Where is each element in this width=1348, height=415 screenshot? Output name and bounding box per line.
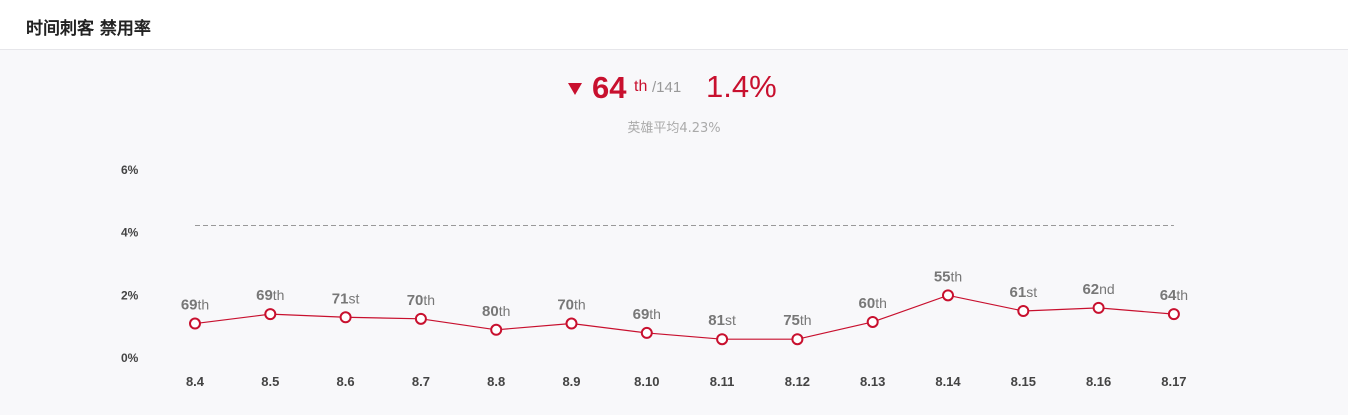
rank-suffix: th [634,78,648,95]
rank-labels: 69th 69th 71st 70th 80th 70th 69th 81st 75th 60th… [181,268,1188,329]
data-point [189,317,201,330]
rank-label: 69th [256,287,284,304]
data-point [1092,301,1105,314]
rank-label: 80th [482,303,510,320]
rank-label: 81st [708,312,736,329]
rank-label: 64th [1160,287,1188,304]
rank-label: 55th [934,268,962,285]
rank-label: 69th [181,297,209,314]
x-tick-label: 8.12 [785,374,810,389]
rank-label: 60th [859,295,887,312]
rank-label: 62nd [1082,281,1114,298]
x-tick-label: 8.15 [1011,374,1036,389]
y-axis-ticks: 0% 2% 4% 6% [121,163,139,365]
rank-total: /141 [652,79,682,96]
x-axis-ticks: 8.4 8.5 8.6 8.7 8.8 8.9 8.10 8.11 8.12 8.13 8.14 8.… [186,374,1187,389]
rank-label: 75th [783,312,811,329]
x-tick-label: 8.16 [1086,374,1111,389]
x-tick-label: 8.8 [487,374,505,389]
average-label: 英雄平均4.23% [627,121,721,136]
rank-label: 71st [332,290,360,307]
x-tick-label: 8.9 [562,374,580,389]
x-tick-label: 8.10 [634,374,659,389]
page-header: 时间刺客 禁用率 [0,0,1348,50]
data-point [640,326,653,339]
x-tick-label: 8.4 [186,374,205,389]
data-point [716,333,729,346]
x-tick-label: 8.7 [412,374,430,389]
y-tick-label: 2% [121,288,139,302]
down-triangle-icon [568,83,582,95]
rank-summary: 64 th /141 1.4% [0,68,1348,108]
data-point [791,333,804,346]
data-point [942,289,954,302]
rank-label: 69th [633,306,661,323]
ban-rate-value: 1.4% [706,69,777,104]
data-point [339,311,352,324]
data-point [414,312,427,325]
rank-label: 70th [557,297,585,314]
data-point [1017,305,1030,317]
x-tick-label: 8.14 [935,374,961,389]
data-point [1167,308,1180,321]
rank-label: 70th [407,292,435,309]
data-point [565,317,578,330]
x-tick-label: 8.11 [710,374,735,389]
data-point [866,315,879,328]
rank-number: 64 [592,70,627,105]
y-tick-label: 0% [121,351,139,365]
x-tick-label: 8.17 [1161,374,1186,389]
series-line [194,294,1174,340]
page-title: 时间刺客 禁用率 [26,19,151,39]
rank-label: 61st [1010,284,1038,301]
y-tick-label: 4% [121,226,139,240]
x-tick-label: 8.6 [337,374,355,389]
series-group [189,289,1180,346]
data-point [490,323,503,336]
y-tick-label: 6% [121,163,139,177]
x-tick-label: 8.5 [261,374,279,389]
data-point [264,308,277,321]
x-tick-label: 8.13 [860,374,885,389]
